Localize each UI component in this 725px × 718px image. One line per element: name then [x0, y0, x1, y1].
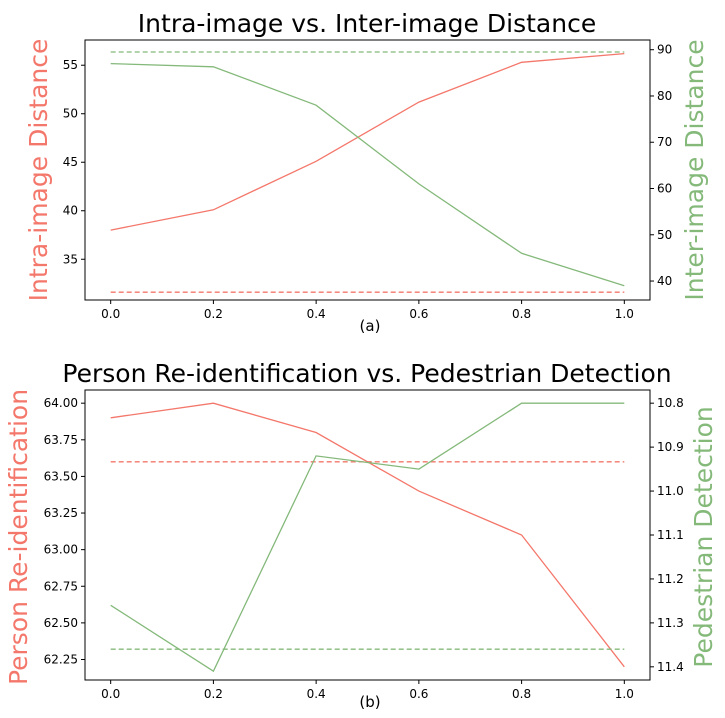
right-axis-label: Inter-image Distance — [680, 39, 709, 300]
chart-caption: (a) — [360, 317, 381, 335]
left-tick-label: 64.00 — [44, 396, 78, 410]
right-tick-label: 80 — [657, 89, 672, 103]
x-tick-label: 0.6 — [409, 307, 428, 321]
left-axis-label: Intra-image Distance — [24, 39, 53, 302]
left-axis-label: Person Re-identification — [4, 389, 33, 685]
x-tick-label: 0.2 — [204, 307, 223, 321]
chart-b: Person Re-identification vs. Pedestrian … — [4, 359, 718, 711]
left-tick-label: 63.50 — [44, 469, 78, 483]
left-tick-label: 40 — [63, 204, 78, 218]
left-series-solid-line — [110, 52, 625, 231]
right-tick-label: 90 — [657, 43, 672, 57]
x-tick-label: 0.6 — [409, 687, 428, 701]
left-tick-label: 62.50 — [44, 616, 78, 630]
plot-frame — [84, 39, 651, 301]
x-tick-label: 1.0 — [615, 687, 634, 701]
right-tick-label: 50 — [657, 228, 672, 242]
x-tick-label: 0.0 — [101, 687, 120, 701]
left-tick-label: 63.25 — [44, 506, 78, 520]
chart-title: Person Re-identification vs. Pedestrian … — [62, 359, 671, 388]
right-series-solid-line — [110, 62, 625, 287]
chart-caption: (b) — [359, 693, 380, 711]
chart-a: Intra-image vs. Inter-image Distance 0.0… — [24, 9, 709, 335]
left-tick-label: 45 — [63, 155, 78, 169]
x-tick-label: 0.4 — [307, 687, 326, 701]
chart-title: Intra-image vs. Inter-image Distance — [138, 9, 596, 38]
x-tick-label: 0.8 — [512, 307, 531, 321]
x-tick-label: 0.8 — [512, 687, 531, 701]
right-tick-label: 70 — [657, 135, 672, 149]
left-tick-label: 62.25 — [44, 652, 78, 666]
right-tick-label: 11.4 — [657, 660, 684, 674]
left-series-solid-line — [110, 402, 625, 668]
plot-frame — [84, 389, 651, 681]
right-tick-label: 10.8 — [657, 396, 684, 410]
left-tick-label: 50 — [63, 107, 78, 121]
right-tick-label: 10.9 — [657, 440, 684, 454]
left-tick-label: 35 — [63, 252, 78, 266]
right-tick-label: 11.1 — [657, 528, 684, 542]
right-tick-label: 40 — [657, 274, 672, 288]
right-axis-label: Pedestrian Detection — [689, 406, 718, 667]
left-tick-label: 63.00 — [44, 543, 78, 557]
left-tick-label: 55 — [63, 58, 78, 72]
left-tick-label: 62.75 — [44, 579, 78, 593]
right-tick-label: 60 — [657, 182, 672, 196]
right-tick-label: 11.0 — [657, 484, 684, 498]
right-tick-label: 11.3 — [657, 616, 684, 630]
x-tick-label: 0.4 — [307, 307, 326, 321]
right-series-solid-line — [110, 402, 625, 673]
x-tick-label: 1.0 — [615, 307, 634, 321]
x-tick-label: 0.2 — [204, 687, 223, 701]
left-tick-label: 63.75 — [44, 433, 78, 447]
right-tick-label: 11.2 — [657, 572, 684, 586]
x-tick-label: 0.0 — [101, 307, 120, 321]
